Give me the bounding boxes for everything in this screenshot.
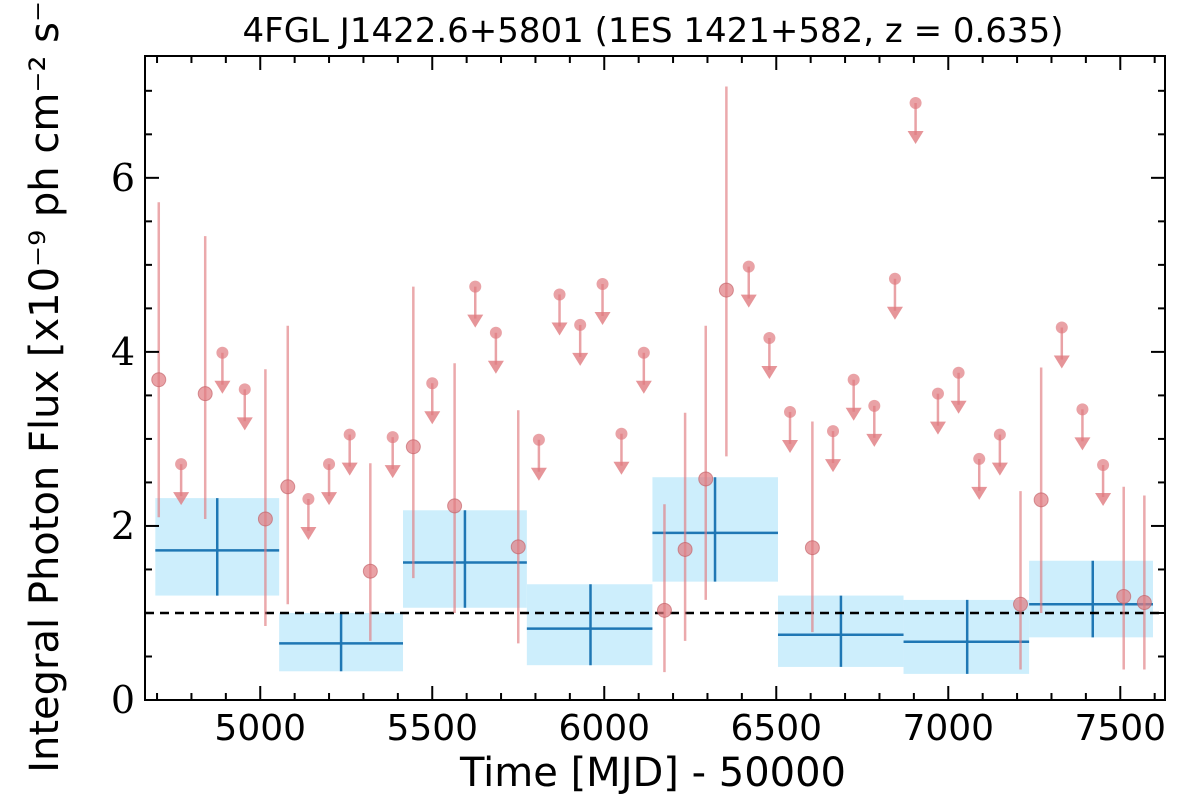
upper-limit-point: [532, 433, 545, 446]
bin-band: [1029, 560, 1153, 638]
y-tick-label: 6: [111, 156, 135, 200]
upper-limit-arrow: [384, 465, 401, 479]
upper-limit-arrow: [173, 492, 190, 506]
upper-limit-point: [615, 427, 628, 440]
upper-limit-point: [302, 492, 315, 505]
upper-limit-point: [175, 458, 188, 471]
upper-limit-point: [847, 373, 860, 386]
detection-point: [257, 511, 273, 527]
detection-point: [698, 471, 714, 487]
detection-point: [1033, 492, 1049, 508]
x-tick-label: 5500: [386, 708, 478, 749]
upper-limit-point: [931, 387, 944, 400]
x-tick-label: 6500: [730, 708, 822, 749]
upper-limit-arrow: [886, 306, 903, 320]
upper-limit-arrow: [467, 314, 484, 328]
upper-limit-arrow: [950, 400, 967, 414]
upper-limit-point: [637, 346, 650, 359]
upper-limit-point: [909, 96, 922, 109]
upper-limit-arrow: [991, 462, 1008, 476]
upper-limit-point: [1097, 459, 1110, 472]
upper-limit-arrow: [907, 130, 924, 144]
upper-limit-arrow: [866, 433, 883, 447]
upper-limit-point: [553, 288, 566, 301]
upper-limit-arrow: [845, 407, 862, 421]
upper-limit-arrow: [424, 411, 441, 425]
x-tick-label: 5000: [214, 708, 306, 749]
detection-point: [1013, 596, 1029, 612]
detection-point: [447, 498, 463, 514]
upper-limit-arrow: [1053, 355, 1070, 369]
y-tick-label: 0: [111, 678, 135, 722]
upper-limit-point: [1055, 321, 1068, 334]
upper-limit-point: [216, 346, 229, 359]
axis-ticks: 5000 5500 6000 6500 7000 7500 0 2 4 6: [111, 56, 1166, 749]
detection-point: [197, 386, 213, 402]
upper-limit-point: [574, 318, 587, 331]
upper-limit-arrow: [551, 322, 568, 336]
upper-limit-point: [973, 452, 986, 465]
detection-point: [280, 479, 296, 495]
upper-limit-arrow: [635, 380, 652, 394]
upper-limit-point: [763, 331, 776, 344]
upper-limit-point: [469, 280, 482, 293]
x-tick-label: 6000: [558, 708, 650, 749]
upper-limit-point: [993, 428, 1006, 441]
chart-title: 4FGL J1422.6+5801 (1ES 1421+582, z = 0.6…: [243, 11, 1064, 51]
upper-limit-point: [323, 458, 336, 471]
detection-point: [1136, 595, 1152, 611]
x-axis-label: Time [MJD] - 50000: [459, 750, 846, 796]
detection-point: [362, 563, 378, 579]
upper-limit-point: [888, 272, 901, 285]
plot-frame: [144, 55, 1166, 701]
upper-limit-arrow: [929, 421, 946, 435]
y-axis-label: Integral Photon Flux [x10⁻⁹ ph cm⁻² s⁻¹]: [22, 0, 68, 773]
upper-limit-arrow: [1095, 493, 1112, 507]
upper-limit-arrow: [236, 417, 253, 431]
detection-point: [510, 539, 526, 555]
upper-limit-point: [784, 405, 797, 418]
upper-limit-point: [596, 278, 609, 291]
detection-point: [656, 602, 672, 618]
upper-limit-point: [238, 383, 251, 396]
upper-limit-arrow: [782, 439, 799, 453]
x-tick-label: 7000: [902, 708, 994, 749]
data-points: [151, 86, 1152, 673]
x-tick-label: 7500: [1074, 708, 1166, 749]
upper-limit-arrow: [214, 380, 231, 394]
upper-limit-arrow: [594, 312, 611, 326]
y-tick-label: 2: [111, 504, 135, 548]
upper-limit-arrow: [761, 365, 778, 379]
upper-limit-point: [1076, 403, 1089, 416]
detection-point: [151, 372, 167, 388]
upper-limit-point: [827, 425, 840, 438]
detection-point: [405, 439, 421, 455]
upper-limit-arrow: [740, 294, 757, 308]
upper-limit-point: [868, 399, 881, 412]
upper-limit-point: [343, 428, 356, 441]
upper-limit-arrow: [971, 486, 988, 500]
y-tick-label: 4: [111, 330, 135, 374]
upper-limit-point: [489, 326, 502, 339]
upper-limit-point: [742, 260, 755, 273]
detection-point: [718, 282, 734, 298]
upper-limit-arrow: [321, 492, 338, 506]
upper-limit-arrow: [572, 352, 589, 366]
detection-point: [804, 540, 820, 556]
upper-limit-arrow: [530, 467, 547, 481]
upper-limit-arrow: [487, 360, 504, 374]
detection-point: [677, 541, 693, 557]
upper-limit-point: [952, 366, 965, 379]
upper-limit-arrow: [613, 461, 630, 475]
upper-limit-point: [426, 377, 439, 390]
upper-limit-point: [386, 431, 399, 444]
upper-limit-arrow: [1074, 437, 1091, 451]
upper-limit-arrow: [341, 462, 358, 476]
detection-point: [1116, 588, 1132, 604]
upper-limit-arrow: [825, 459, 842, 473]
upper-limit-arrow: [300, 526, 317, 540]
bin-crosses: [155, 477, 1153, 674]
